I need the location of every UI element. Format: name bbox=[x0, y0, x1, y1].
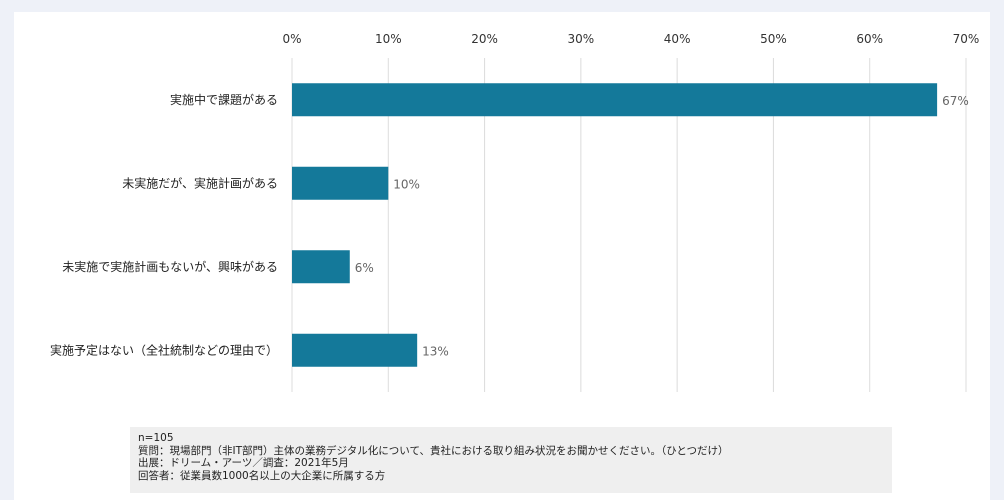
x-tick-label: 70% bbox=[953, 32, 980, 46]
bar-chart: 0% 10% 20% 30% 40% 50% 60% 70% 実施中で課題がある 67% 未実施だが… bbox=[50, 32, 980, 392]
x-tick-label: 30% bbox=[568, 32, 595, 46]
chart-notes: n=105 質問：現場部門（非IT部門）主体の業務デジタル化について、貴社におけ… bbox=[130, 427, 892, 493]
category-label: 未実施だが、実施計画がある bbox=[122, 175, 278, 190]
bar bbox=[292, 83, 938, 117]
x-tick-label: 20% bbox=[471, 32, 498, 46]
category-label: 未実施で実施計画もないが、興味がある bbox=[62, 259, 278, 274]
x-tick-label: 50% bbox=[760, 32, 787, 46]
data-label: 13% bbox=[422, 344, 449, 358]
data-label: 10% bbox=[393, 177, 420, 191]
x-tick-label: 10% bbox=[375, 32, 402, 46]
respondents-note: 回答者：従業員数1000名以上の大企業に所属する方 bbox=[138, 469, 386, 482]
bar bbox=[292, 333, 418, 367]
bar bbox=[292, 166, 389, 200]
x-tick-label: 40% bbox=[664, 32, 691, 46]
source-note: 出展：ドリーム・アーツ／調査：2021年5月 bbox=[138, 457, 349, 469]
bar bbox=[292, 250, 350, 284]
x-tick-label: 60% bbox=[856, 32, 883, 46]
x-tick-label: 0% bbox=[282, 32, 301, 46]
data-label: 6% bbox=[355, 261, 374, 275]
sample-size-note: n=105 bbox=[138, 432, 174, 444]
category-label: 実施中で課題がある bbox=[170, 92, 278, 107]
question-note: 質問：現場部門（非IT部門）主体の業務デジタル化について、貴社における取り組み状… bbox=[138, 444, 729, 457]
data-label: 67% bbox=[942, 94, 969, 108]
category-label: 実施予定はない（全社統制などの理由で） bbox=[50, 342, 278, 357]
